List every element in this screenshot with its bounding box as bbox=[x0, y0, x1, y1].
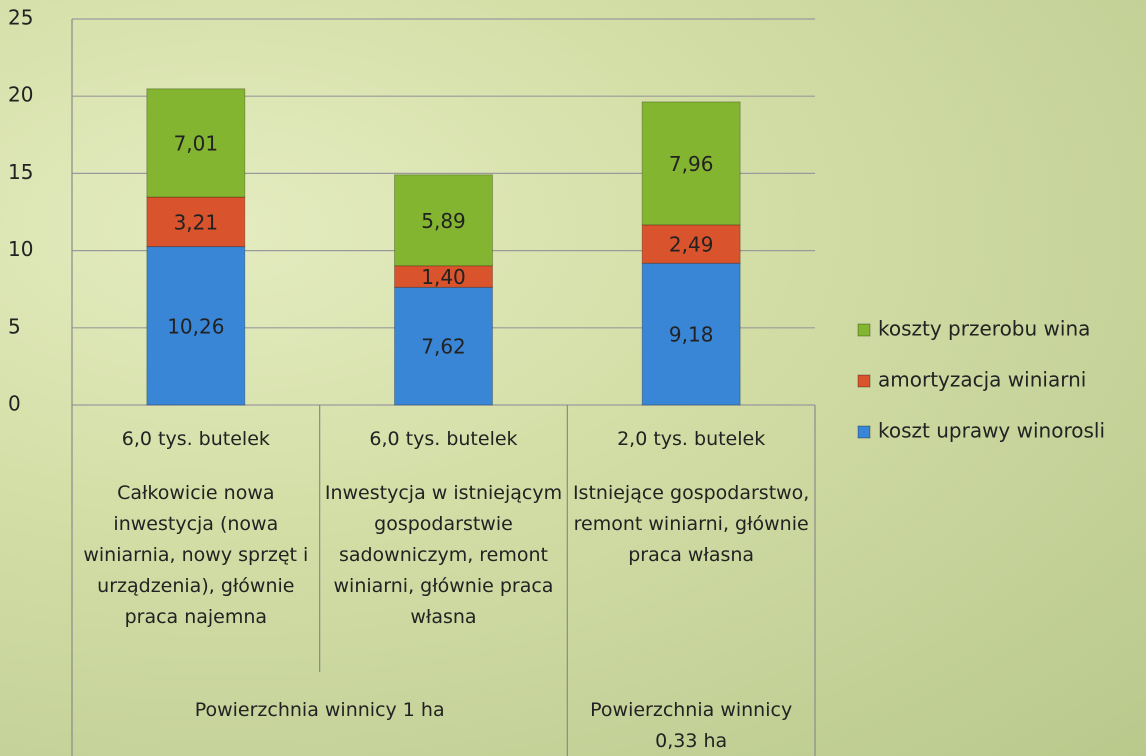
y-tick-label: 25 bbox=[8, 6, 33, 30]
y-tick-label: 15 bbox=[8, 160, 33, 184]
data-label: 7,62 bbox=[421, 335, 466, 359]
category-description: Istniejące gospodarstwo, remont winiarni… bbox=[572, 482, 810, 566]
legend-swatch bbox=[857, 425, 871, 439]
bar-segment bbox=[146, 196, 246, 248]
group-label: Powierzchnia winnicy 1 ha bbox=[194, 699, 445, 721]
category-label: 6,0 tys. butelek bbox=[121, 428, 270, 450]
data-label: 7,01 bbox=[174, 131, 219, 155]
legend-swatch bbox=[857, 323, 871, 337]
data-label: 3,21 bbox=[174, 210, 219, 234]
legend-swatch bbox=[857, 374, 871, 388]
bar-segment bbox=[394, 174, 493, 267]
bar-segment bbox=[641, 224, 741, 264]
legend-label: koszt uprawy winorosli bbox=[878, 419, 1105, 443]
legend-label: koszty przerobu wina bbox=[878, 317, 1090, 341]
category-description: Całkowicie nowa inwestycja (nowa winiarn… bbox=[83, 482, 309, 628]
y-tick-label: 5 bbox=[8, 314, 21, 338]
category-description: Inwestycja w istniejącym gospodarstwie s… bbox=[324, 482, 563, 628]
bar-segment bbox=[641, 101, 741, 226]
data-label: 2,49 bbox=[669, 233, 714, 257]
data-label: 7,96 bbox=[669, 152, 714, 176]
data-label: 10,26 bbox=[167, 314, 224, 338]
y-tick-label: 20 bbox=[8, 83, 33, 107]
data-label: 5,89 bbox=[421, 209, 466, 233]
y-tick-label: 10 bbox=[8, 237, 33, 261]
data-label: 9,18 bbox=[669, 323, 714, 347]
bar-segment bbox=[641, 262, 741, 406]
legend-label: amortyzacja winiarni bbox=[878, 368, 1086, 392]
category-label: 2,0 tys. butelek bbox=[617, 428, 766, 450]
y-tick-label: 0 bbox=[8, 392, 21, 416]
bar-segment bbox=[146, 88, 246, 198]
data-label: 1,40 bbox=[421, 265, 466, 289]
category-label: 6,0 tys. butelek bbox=[369, 428, 518, 450]
bar-segment bbox=[394, 286, 493, 406]
group-label: Powierzchnia winnicy 0,33 ha bbox=[590, 699, 793, 752]
